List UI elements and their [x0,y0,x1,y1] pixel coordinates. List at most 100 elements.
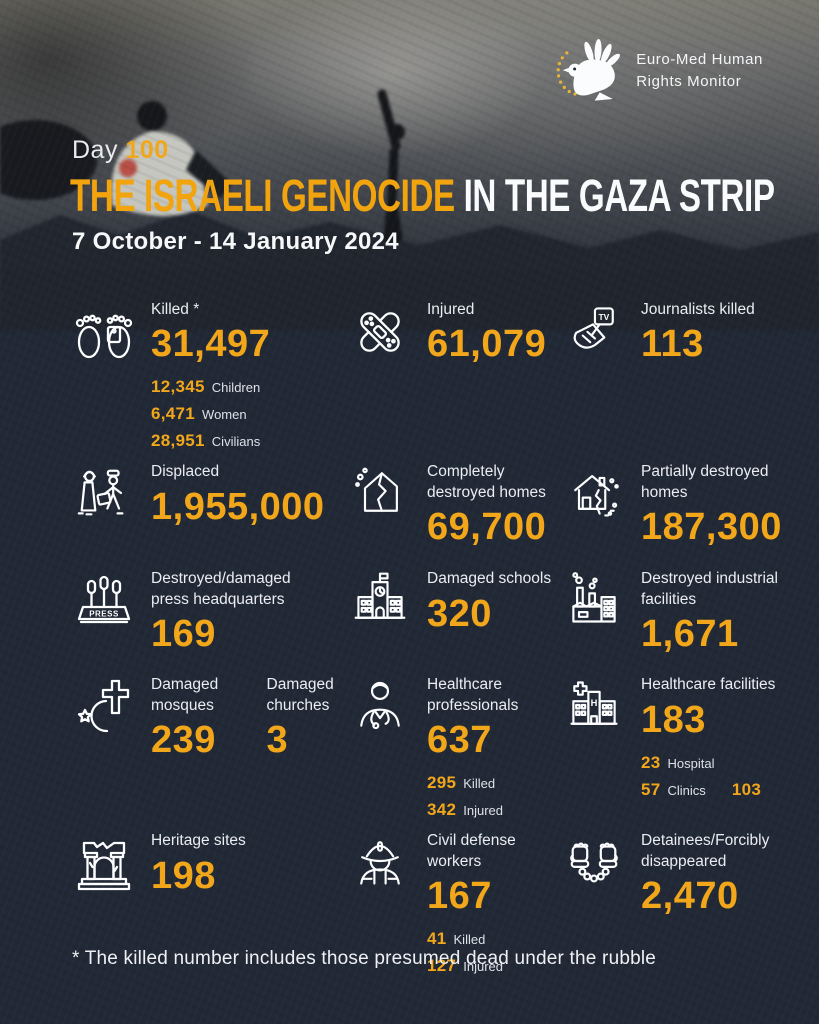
stat-mosques: Damaged mosques 239 [151,675,233,761]
stat-journalists-killed: TV Journalists killed 113 [562,296,819,365]
factory-icon [562,569,626,655]
hospital-sign-label: H [591,698,598,708]
stat-value: 31,497 [151,323,271,366]
stat-label: Damaged schools [427,570,552,588]
stat-label: Detainees/Forcibly disappeared [641,832,770,870]
hero-photo [0,0,819,330]
stat-label: Healthcare professionals [427,676,519,714]
substat-injured: 127 Injured [427,956,503,976]
title-accent: THE ISRAELI GENOCIDE [70,170,455,221]
stat-mosques-churches: Damaged mosques 239 Damaged churches 3 [72,671,348,761]
substat-children: 12,345 Children [151,377,260,397]
standing-person-head [389,124,405,140]
stat-label: Damaged mosques [151,676,219,714]
press-label: PRESS [89,610,119,619]
stat-value: 3 [266,719,289,762]
stat-value: 69,700 [427,506,547,549]
hospital-icon: H [562,675,626,806]
dove-hand-icon [556,38,621,101]
stat-detainees: Detainees/Forcibly disappeared 2,470 [562,827,819,917]
destroyed-house-icon [348,462,412,548]
stat-value: 198 [151,854,216,897]
logo-text-line2: Rights Monitor [636,73,742,90]
day-number: 100 [125,136,169,164]
substat-clinics: 57 Clinics [641,780,706,800]
stat-value: 1,955,000 [151,485,325,528]
stat-label: Killed * [151,301,200,318]
stat-value: 637 [427,719,492,762]
substat-value: 127 [427,955,457,975]
substat-other: 103 [732,780,768,800]
page-title: THE ISRAELI GENOCIDE IN THE GAZA STRIP [70,170,775,222]
stat-healthcare-facilities: H Healthcare facilities 183 [562,671,819,806]
substat-value: 103 [731,779,762,799]
doctor-icon [348,675,412,827]
stats-grid: Killed * 31,497 12,345 Children 6,471 Wome… [0,296,819,983]
stat-value: 113 [641,323,704,366]
date-range: 7 October - 14 January 2024 [72,228,399,255]
stat-injured: Injured 61,079 [348,296,562,365]
stat-heritage-sites: Heritage sites 198 [72,827,348,896]
substat-killed: 41 Killed [427,929,485,949]
stat-label: Injured [427,301,475,318]
stat-value: 61,079 [427,323,547,366]
day-label: Day [72,136,118,164]
substat-label: Hospital [667,755,715,771]
stat-killed: Killed * 31,497 12,345 Children 6,471 Wome… [72,296,348,458]
stat-damaged-schools: Damaged schools 320 [348,565,562,634]
stat-label: Damaged churches [266,676,334,714]
stat-partially-destroyed-homes: Partially destroyed homes 187,300 [562,458,819,548]
heritage-ruins-icon [72,831,136,896]
stat-civil-defense: Civil defense workers 167 41 Killed 127 In… [348,827,562,983]
paramedic-silhouette [111,101,232,216]
stat-industrial-facilities: Destroyed industrial facilities 1,671 [562,565,819,655]
stats-row-5: Heritage sites 198 [0,827,819,983]
damaged-house-icon [562,462,626,548]
substat-value: 28,951 [151,431,205,451]
hero-silhouettes [0,89,819,330]
stat-completely-destroyed-homes: Completely destroyed homes 69,700 [348,458,562,548]
substat-value: 12,345 [151,377,205,397]
stat-label: Completely destroyed homes [427,463,546,501]
stat-churches: Damaged churches 3 [267,675,349,761]
stat-label: Journalists killed [641,301,755,318]
bandages-icon [348,300,412,365]
substat-label: Children [211,380,261,396]
school-icon [348,569,412,634]
substat-value: 6,471 [151,404,196,424]
substat-value: 342 [427,800,457,820]
stat-label: Civil defense workers [427,832,516,870]
substat-label: Injured [463,803,504,819]
substat-injured: 342 Injured [427,800,503,820]
stats-row-1: Killed * 31,497 12,345 Children 6,471 Wome… [0,296,819,458]
civil-defense-substats: 41 Killed 127 Injured [427,929,562,983]
tv-label: TV [598,312,609,322]
feet-toe-tag-icon [72,300,136,458]
stat-label: Destroyed/damaged press headquarters [151,570,291,608]
stat-value: 183 [641,698,706,741]
substat-civilians: 28,951 Civilians [151,431,260,451]
stat-label: Healthcare facilities [641,676,776,694]
stat-value: 1,671 [641,613,739,656]
stat-value: 320 [427,592,492,635]
stat-label: Heritage sites [151,832,246,850]
stat-label: Destroyed industrial facilities [641,570,778,608]
substat-value: 57 [641,779,661,799]
stat-label: Displaced [151,463,220,481]
stat-displaced: Displaced 1,955,000 [72,458,348,527]
substat-label: Women [202,407,247,423]
stats-row-2: Displaced 1,955,000 Completely destroyed… [0,458,819,565]
substat-killed: 295 Killed [427,773,495,793]
stats-row-4: Damaged mosques 239 Damaged churches 3 [0,671,819,827]
euromed-logo: Euro-Med Human Rights Monitor [552,38,763,104]
stat-value: 169 [151,613,216,656]
substat-label: Clinics [667,782,706,798]
mosque-church-icon [72,675,136,761]
healthcare-professionals-substats: 295 Killed 342 Injured [427,773,562,827]
substat-label: Injured [463,958,504,974]
substat-label: Killed [463,776,496,792]
stat-value: 167 [427,875,492,918]
killed-substats: 12,345 Children 6,471 Women 28,951 Civilian… [151,377,348,458]
stat-healthcare-professionals: Healthcare professionals 637 295 Killed 3… [348,671,562,827]
